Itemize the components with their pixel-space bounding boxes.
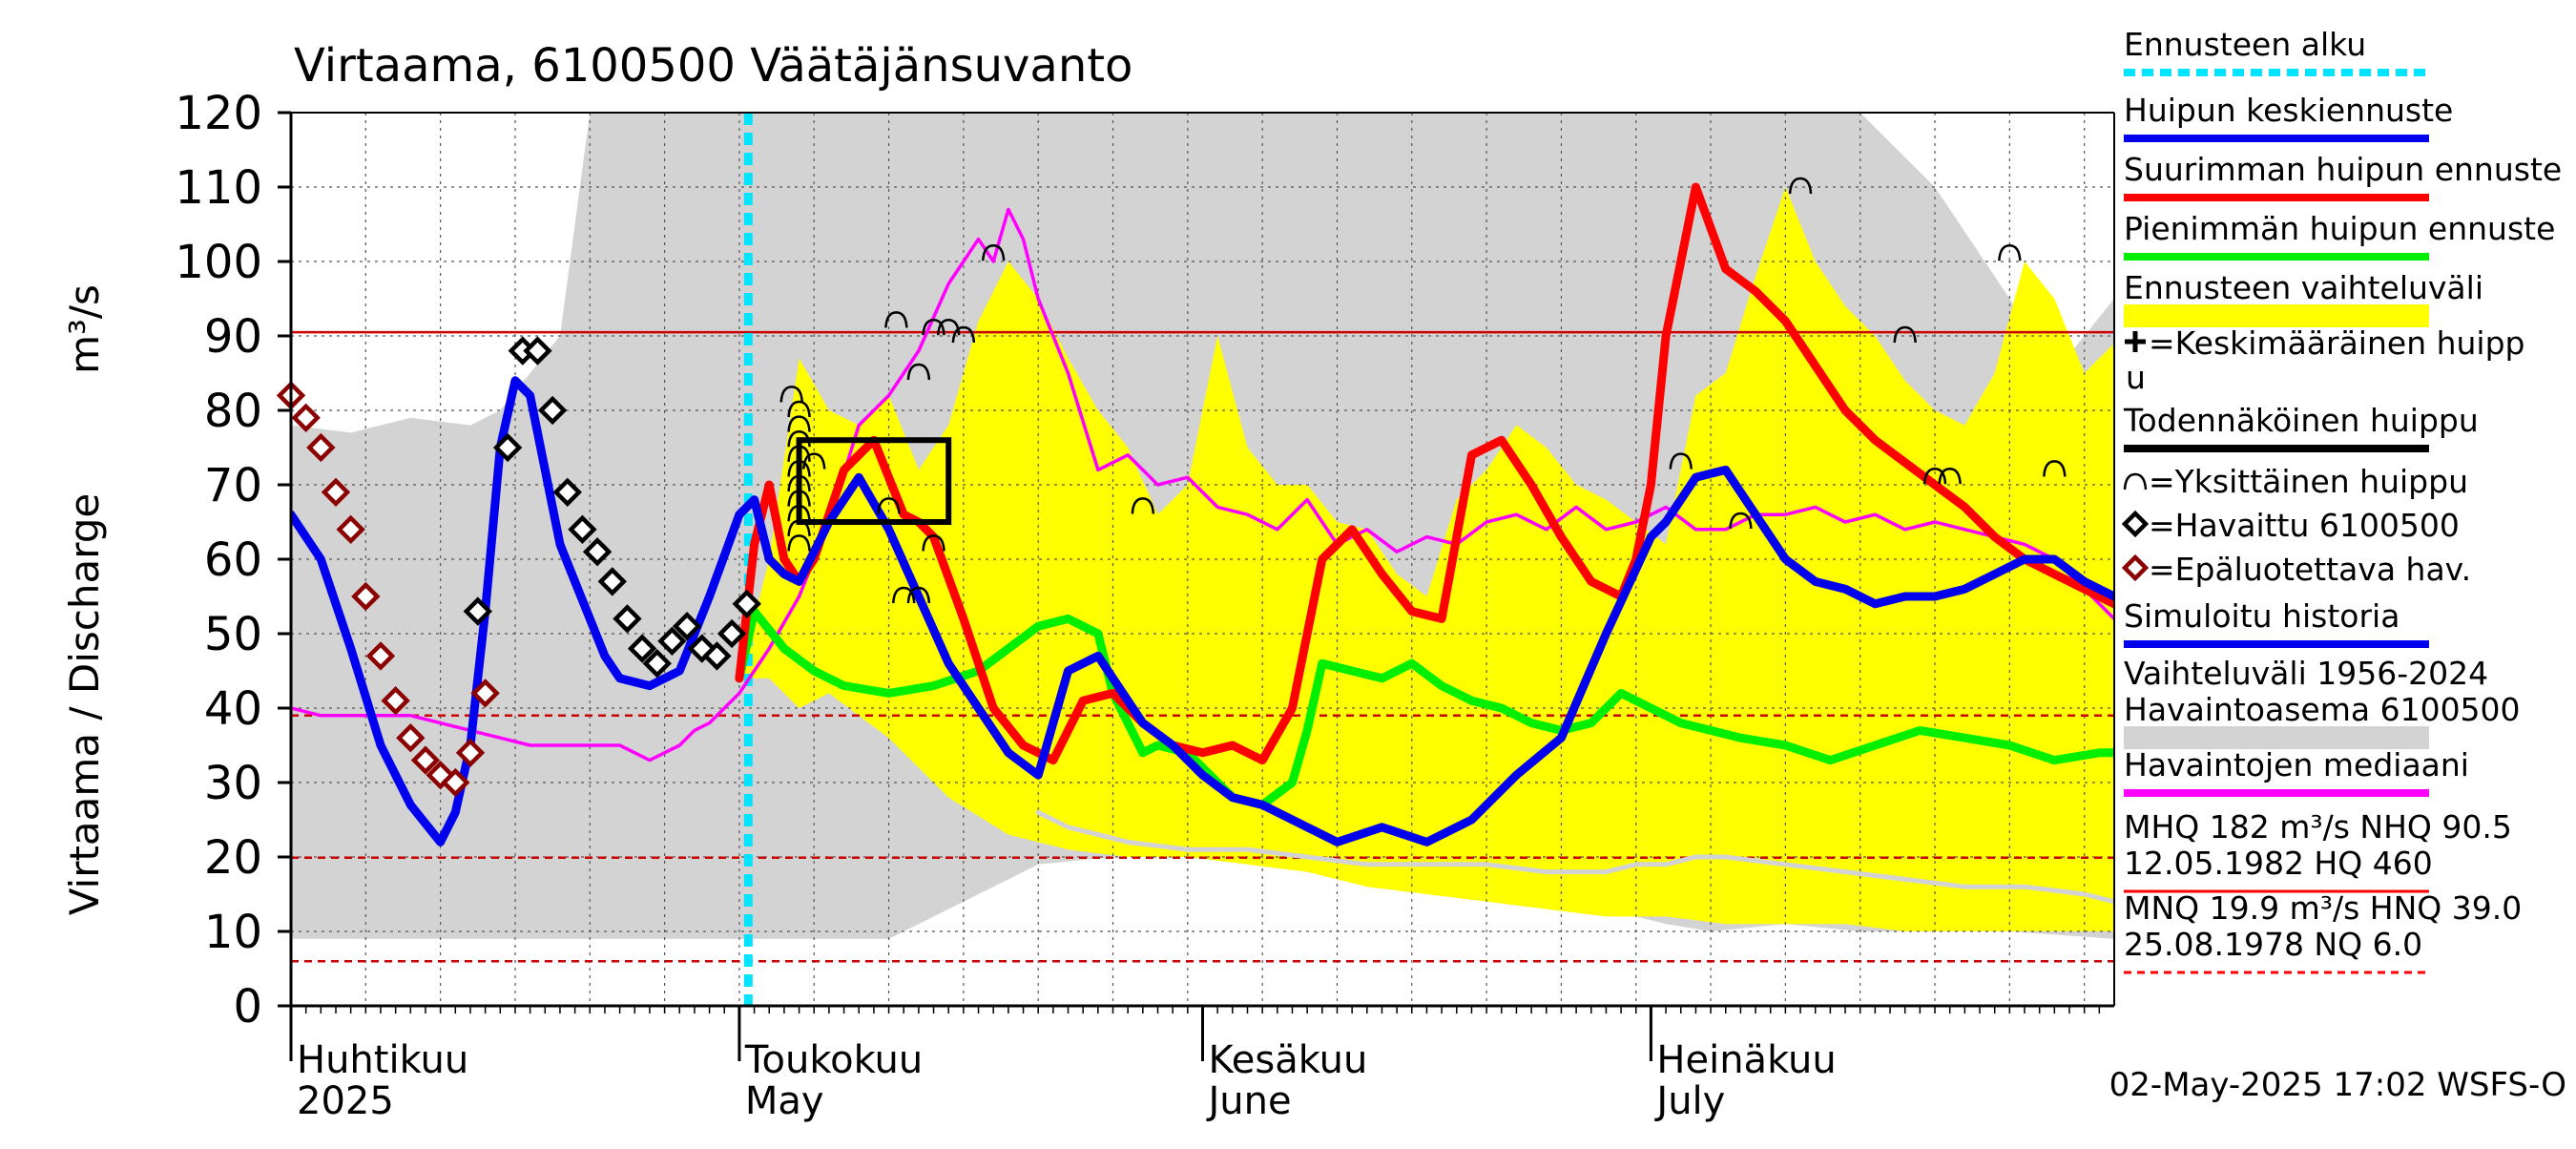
variation-bands [291, 113, 2114, 939]
y-tick-label: 110 [175, 161, 262, 215]
x-month-label-fi: Kesäkuu [1209, 1038, 1368, 1082]
legend-item: =Yksittäinen huippu [2125, 463, 2468, 500]
x-month-label-en: 2025 [297, 1079, 394, 1123]
x-month-label-fi: Huhtikuu [297, 1038, 468, 1082]
legend-label-2: u [2126, 359, 2146, 396]
legend-item: =Epäluotettava hav. [2125, 551, 2471, 588]
legend-item: Havaintojen mediaani [2124, 746, 2469, 793]
x-month-label-en: May [745, 1079, 824, 1123]
legend-label: Todennäköinen huippu [2123, 402, 2479, 439]
legend-label: Havaintojen mediaani [2124, 746, 2469, 783]
legend-item: Ennusteen vaihteluväli [2124, 269, 2483, 327]
y-tick-label: 70 [204, 459, 262, 512]
legend-item: Simuloitu historia [2124, 597, 2429, 644]
legend-label: MHQ 182 m³/s NHQ 90.5 [2124, 808, 2512, 846]
y-tick-label: 120 [175, 87, 262, 140]
legend-label: =Yksittäinen huippu [2149, 463, 2468, 500]
x-month-label-en: June [1206, 1079, 1292, 1123]
legend-symbol [2125, 557, 2146, 578]
y-tick-label: 40 [204, 682, 262, 736]
legend-item: MNQ 19.9 m³/s HNQ 39.025.08.1978 NQ 6.0 [2124, 889, 2522, 972]
y-tick-label: 30 [204, 757, 262, 810]
legend-item: Suurimman huipun ennuste [2124, 151, 2562, 198]
discharge-chart: Virtaama, 6100500 Väätäjänsuvanto Virtaa… [0, 0, 2576, 1145]
legend-item: Pienimmän huipun ennuste [2124, 210, 2555, 257]
legend-item: Huipun keskiennuste [2124, 92, 2453, 138]
chart-title: Virtaama, 6100500 Väätäjänsuvanto [294, 39, 1132, 93]
legend-label: Pienimmän huipun ennuste [2124, 210, 2555, 247]
legend-label: Simuloitu historia [2124, 597, 2399, 635]
chart-svg: Virtaama, 6100500 Väätäjänsuvanto Virtaa… [0, 0, 2576, 1145]
legend-item: =Havaittu 6100500 [2125, 507, 2460, 544]
x-month-label-fi: Heinäkuu [1656, 1038, 1836, 1082]
legend-label: =Havaittu 6100500 [2149, 507, 2460, 544]
x-month-label-en: July [1653, 1079, 1725, 1123]
legend-label: =Keskimääräinen huipp [2149, 324, 2525, 362]
x-month-label-fi: Toukokuu [744, 1038, 923, 1082]
y-tick-label: 50 [204, 608, 262, 661]
y-tick-label: 20 [204, 831, 262, 885]
legend: Ennusteen alku Huipun keskiennuste Suurimm… [2123, 26, 2562, 972]
legend-label: Ennusteen vaihteluväli [2124, 269, 2483, 306]
y-tick-label: 90 [204, 310, 262, 364]
legend-label: =Epäluotettava hav. [2149, 551, 2471, 588]
legend-symbol [2125, 474, 2146, 490]
legend-item: Vaihteluväli 1956-2024 Havaintoasema 610… [2124, 655, 2521, 749]
y-axis-label: Virtaama / Discharge [61, 493, 108, 916]
y-axis-unit: m³/s [61, 284, 108, 374]
legend-label-2: 12.05.1982 HQ 460 [2124, 845, 2433, 882]
legend-label: Huipun keskiennuste [2124, 92, 2453, 129]
footer-timestamp: 02-May-2025 17:02 WSFS-O [2109, 1066, 2566, 1104]
y-tick-label: 100 [175, 236, 262, 289]
y-tick-label: 10 [204, 906, 262, 959]
legend-item: =Keskimääräinen huippu [2125, 324, 2525, 396]
legend-label: Ennusteen alku [2124, 26, 2366, 63]
legend-label-2: 25.08.1978 NQ 6.0 [2124, 926, 2422, 963]
legend-label: Vaihteluväli 1956-2024 [2124, 655, 2488, 692]
legend-label-2: Havaintoasema 6100500 [2124, 691, 2521, 728]
y-tick-label: 60 [204, 533, 262, 587]
legend-item: Todennäköinen huippu [2123, 402, 2479, 449]
legend-label: Suurimman huipun ennuste [2124, 151, 2562, 188]
legend-label: MNQ 19.9 m³/s HNQ 39.0 [2124, 889, 2522, 927]
y-tick-label: 80 [204, 385, 262, 438]
legend-item: Ennusteen alku [2124, 26, 2429, 73]
legend-item: MHQ 182 m³/s NHQ 90.512.05.1982 HQ 460 [2124, 808, 2512, 891]
legend-symbol [2125, 513, 2146, 534]
y-tick-label: 0 [233, 980, 262, 1034]
